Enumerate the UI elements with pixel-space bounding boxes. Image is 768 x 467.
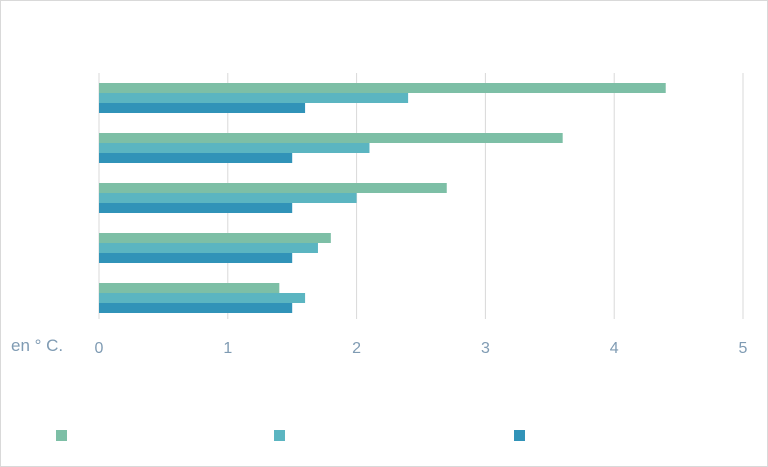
bar-s1-c5 xyxy=(99,283,280,293)
bar-s2-c1 xyxy=(99,93,409,103)
legend-swatch-2 xyxy=(274,430,285,441)
bar-s3-c4 xyxy=(99,253,293,263)
x-tick-label-0: 0 xyxy=(95,340,104,357)
x-tick-label-1: 1 xyxy=(223,340,232,357)
x-tick-label-5: 5 xyxy=(739,340,748,357)
x-tick-label-3: 3 xyxy=(481,340,490,357)
bar-s2-c3 xyxy=(99,193,357,203)
bar-s3-c2 xyxy=(99,153,293,163)
bar-s2-c2 xyxy=(99,143,370,153)
bar-s1-c3 xyxy=(99,183,447,193)
x-tick-label-2: 2 xyxy=(352,340,361,357)
bar-s1-c1 xyxy=(99,83,666,93)
bar-s1-c4 xyxy=(99,233,331,243)
bar-s3-c5 xyxy=(99,303,293,313)
legend-swatch-3 xyxy=(514,430,525,441)
bar-s1-c2 xyxy=(99,133,563,143)
unit-label: en ° C. xyxy=(11,336,63,355)
bar-s3-c1 xyxy=(99,103,306,113)
bar-s2-c4 xyxy=(99,243,318,253)
x-axis-ticks: 0 1 2 3 4 5 xyxy=(95,340,748,357)
legend-swatch-1 xyxy=(56,430,67,441)
bar-s3-c3 xyxy=(99,203,293,213)
bar-s2-c5 xyxy=(99,293,306,303)
bars xyxy=(99,83,666,313)
legend xyxy=(56,430,525,441)
x-tick-label-4: 4 xyxy=(610,340,619,357)
